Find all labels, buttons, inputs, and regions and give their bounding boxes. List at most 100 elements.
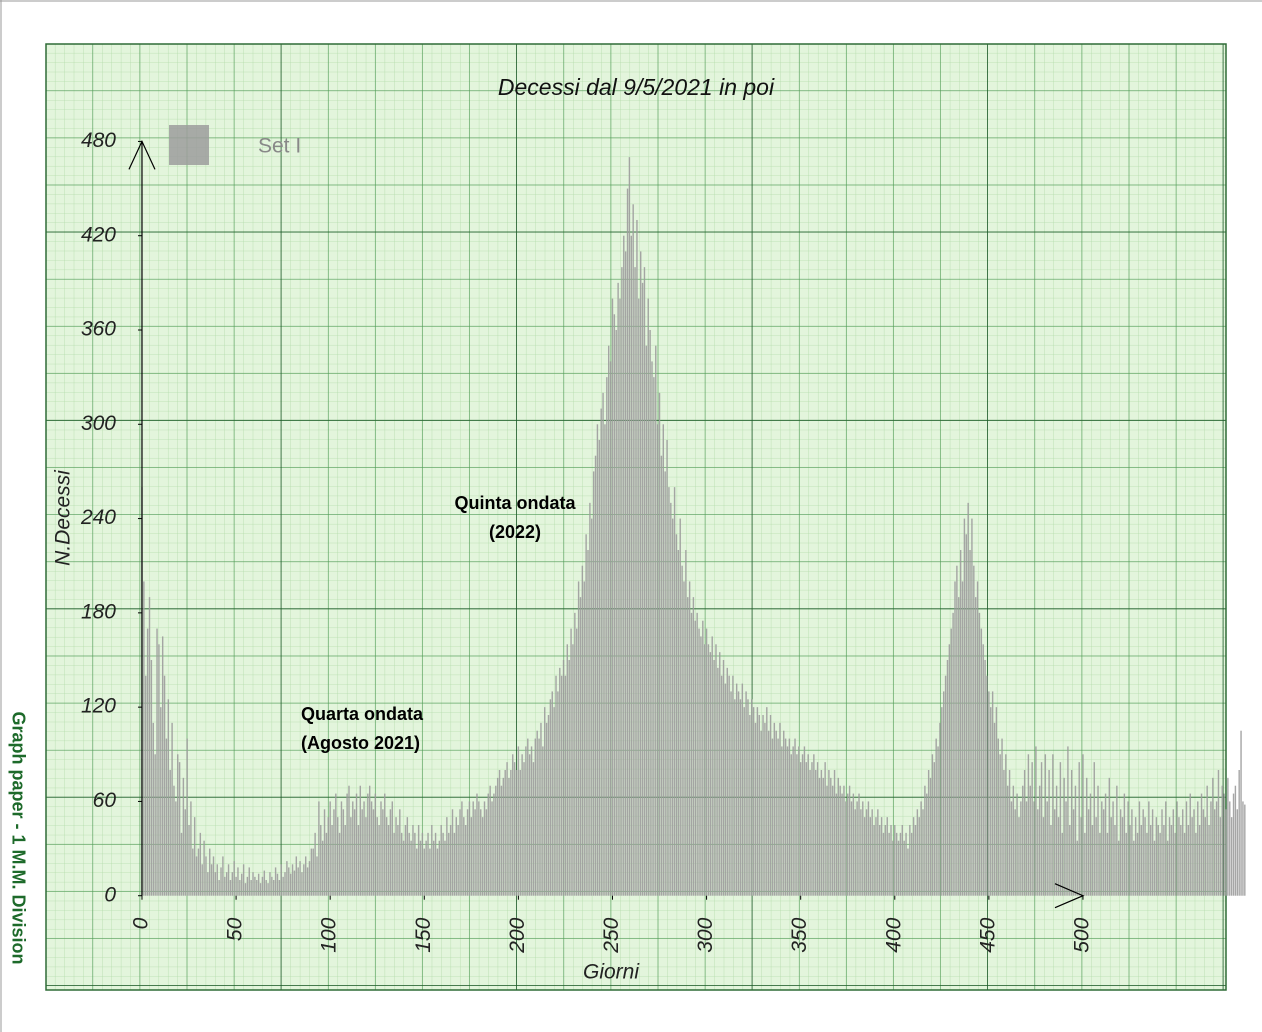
bar — [327, 817, 330, 896]
bar — [668, 487, 670, 896]
axes: 0 60 120 180 240 300 360 420 480 0 50 100 150 200 250 3… — [80, 129, 1094, 954]
bar — [670, 502, 672, 896]
bar — [702, 620, 704, 896]
bar — [1140, 825, 1143, 896]
bar — [1142, 809, 1144, 896]
bar — [291, 864, 294, 896]
bar — [1050, 825, 1052, 896]
bar — [666, 440, 668, 896]
bar — [496, 777, 499, 896]
bar — [528, 754, 531, 896]
bar — [687, 597, 689, 896]
bar — [1138, 801, 1141, 896]
bar — [997, 738, 999, 896]
bar — [237, 867, 239, 896]
bar — [1219, 817, 1222, 896]
bar — [1040, 762, 1043, 896]
bar — [148, 597, 151, 896]
bar — [1210, 801, 1212, 896]
bar — [845, 801, 847, 896]
bar — [892, 840, 894, 896]
bar — [589, 502, 591, 896]
bar — [175, 801, 177, 896]
bar — [455, 817, 457, 896]
bar — [406, 817, 409, 896]
bar — [419, 840, 422, 896]
bar — [783, 730, 785, 896]
bar — [673, 487, 676, 896]
bar — [952, 612, 954, 896]
bar — [1005, 754, 1007, 896]
bar — [182, 777, 185, 896]
bar — [288, 867, 290, 896]
bar — [929, 777, 932, 896]
bar — [184, 809, 186, 896]
bar — [393, 832, 395, 896]
bar — [897, 840, 900, 896]
bar — [280, 864, 282, 896]
x-tick-label: 300 — [694, 917, 717, 952]
bar — [408, 832, 410, 896]
bar — [826, 785, 828, 896]
bar — [1010, 801, 1013, 896]
bar — [297, 867, 299, 896]
bar — [732, 675, 734, 896]
bar — [498, 770, 501, 896]
bar — [886, 817, 888, 896]
bar — [645, 345, 648, 896]
bar — [986, 675, 988, 896]
bar — [257, 873, 260, 896]
bar — [769, 715, 772, 896]
bar — [510, 770, 512, 896]
bar — [1182, 809, 1184, 896]
bar — [378, 825, 380, 896]
bar — [574, 612, 576, 896]
bar — [547, 715, 550, 896]
bar — [384, 793, 386, 896]
bar — [1016, 793, 1018, 896]
bar — [683, 581, 685, 896]
bar — [1065, 801, 1067, 896]
bar — [1242, 801, 1244, 896]
bar — [976, 581, 979, 896]
bar — [534, 738, 537, 896]
bar — [1212, 777, 1214, 896]
bar — [1014, 809, 1016, 896]
bar — [895, 832, 898, 896]
bar — [1180, 825, 1182, 896]
bar — [865, 809, 868, 896]
bar — [476, 793, 478, 896]
bar — [894, 825, 896, 896]
bar — [549, 699, 552, 896]
bar — [1006, 785, 1009, 896]
bar — [1091, 825, 1094, 896]
bar — [276, 873, 279, 896]
bar — [1170, 825, 1173, 896]
bar — [248, 867, 250, 896]
bar — [837, 777, 840, 896]
bar — [478, 801, 480, 896]
bar — [619, 298, 621, 896]
bar — [1127, 801, 1129, 896]
y-tick-label: 120 — [81, 695, 116, 718]
bar — [210, 864, 213, 896]
bar — [224, 876, 226, 896]
bar — [1042, 817, 1045, 896]
bar — [794, 738, 796, 896]
bar — [483, 801, 486, 896]
bar — [756, 707, 759, 896]
bar — [1033, 801, 1035, 896]
bar — [879, 825, 881, 896]
bar — [903, 840, 905, 896]
bar — [914, 825, 917, 896]
bar — [1223, 793, 1225, 896]
bar — [628, 157, 631, 896]
bar — [220, 867, 222, 896]
bar — [566, 644, 569, 896]
bar — [385, 817, 388, 896]
bar — [711, 636, 713, 896]
bar — [796, 754, 798, 896]
bar — [813, 754, 815, 896]
bar — [600, 408, 602, 896]
bar — [434, 832, 437, 896]
